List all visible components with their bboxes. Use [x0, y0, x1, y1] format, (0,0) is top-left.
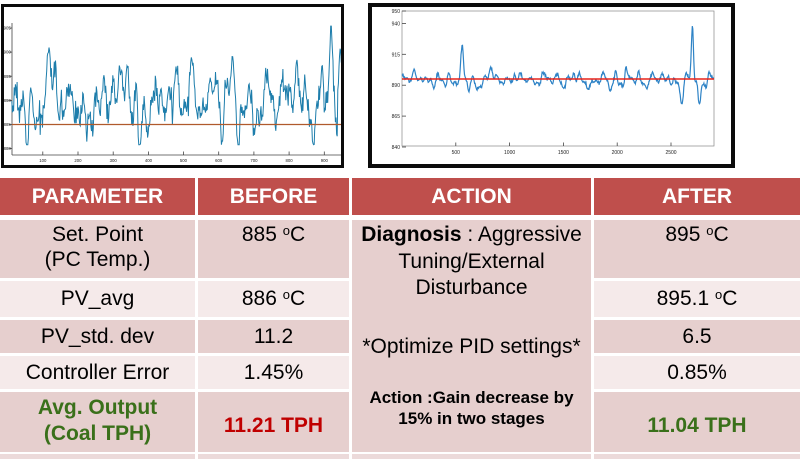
- svg-text:895: 895: [4, 74, 11, 79]
- svg-text:2000: 2000: [612, 150, 623, 156]
- svg-text:885: 885: [4, 122, 11, 127]
- svg-text:500: 500: [180, 158, 188, 163]
- svg-text:915: 915: [392, 52, 401, 58]
- svg-text:840: 840: [392, 145, 401, 151]
- svg-text:1000: 1000: [504, 150, 515, 156]
- svg-text:500: 500: [452, 150, 461, 156]
- svg-text:905: 905: [4, 26, 11, 31]
- svg-text:100: 100: [39, 158, 47, 163]
- svg-text:890: 890: [4, 98, 11, 103]
- svg-text:1500: 1500: [558, 150, 569, 156]
- svg-text:200: 200: [74, 158, 82, 163]
- svg-text:800: 800: [286, 158, 294, 163]
- svg-text:2500: 2500: [665, 150, 676, 156]
- svg-text:900: 900: [4, 50, 11, 55]
- svg-text:600: 600: [215, 158, 223, 163]
- svg-text:880: 880: [4, 146, 11, 151]
- svg-text:300: 300: [110, 158, 118, 163]
- svg-text:400: 400: [145, 158, 153, 163]
- svg-text:890: 890: [392, 83, 401, 89]
- svg-text:865: 865: [392, 114, 401, 120]
- svg-text:700: 700: [250, 158, 258, 163]
- svg-text:950: 950: [392, 9, 401, 15]
- svg-text:900: 900: [321, 158, 329, 163]
- svg-text:940: 940: [392, 21, 401, 27]
